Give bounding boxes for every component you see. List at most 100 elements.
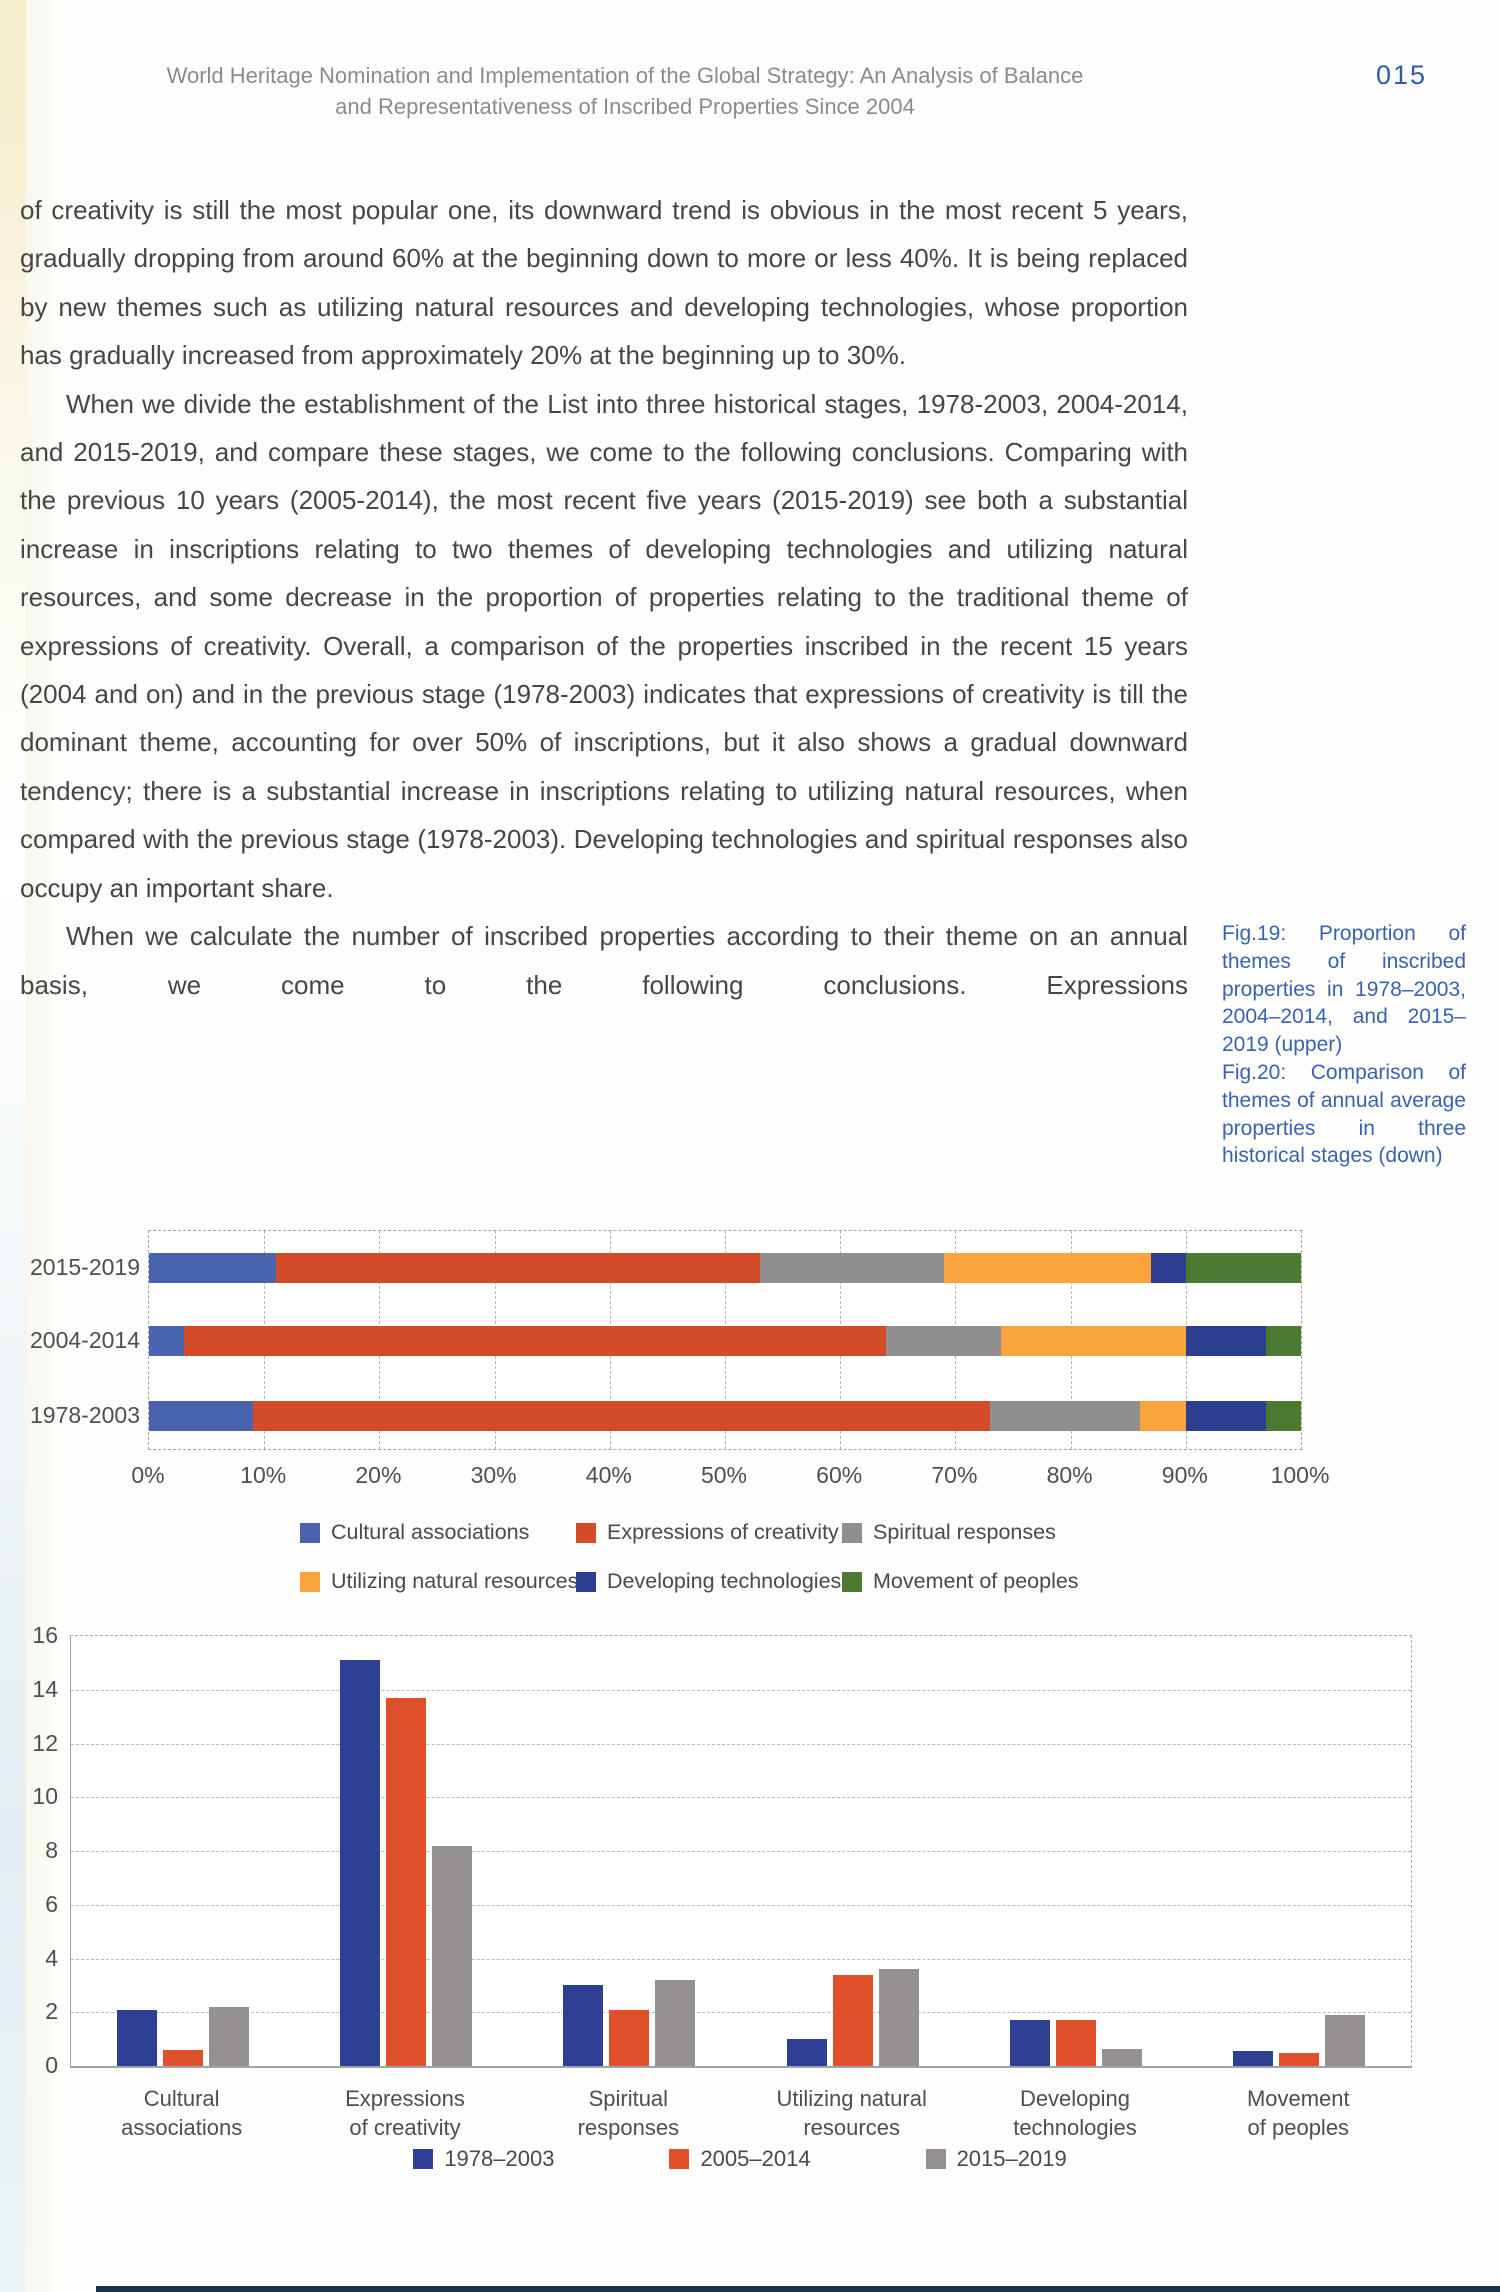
figure-captions: Fig.19: Proportion of themes of inscribe… [1222,920,1466,1170]
fig19-x-tick: 60% [816,1462,863,1488]
bar-segment [886,1326,1002,1356]
stacked-bar-1978-2003 [149,1401,1301,1431]
bar-segment [1266,1326,1301,1356]
bar-2005–2014 [162,2049,203,2066]
legend-label: 1978–2003 [444,2146,555,2171]
fig20-category-label: Expressions of creativity [345,2086,465,2140]
bar-2015–2019 [878,1969,919,2066]
fig20-y-tick: 12 [32,1729,58,1756]
bar-segment [1139,1401,1186,1431]
bar-segment [989,1401,1140,1431]
bar-segment [149,1401,253,1431]
bar-segment [183,1326,887,1356]
page-number: 015 [1376,60,1428,90]
legend-swatch [576,1571,596,1592]
legend-label: 2015–2019 [956,2146,1067,2171]
bar-2005–2014 [1279,2052,1320,2066]
bar-segment [759,1253,944,1283]
bar-1978–2003 [563,1985,604,2066]
bar-group-Expressions of creativity [294,1636,517,2066]
fig20-y-tick: 8 [45,1837,58,1863]
fig20-plot-area [70,1635,1412,2068]
fig20-category-label: Developing technologies [1013,2086,1137,2140]
fig20-gridline [71,1743,1411,1745]
bar-segment [1001,1326,1186,1356]
legend-item: Utilizing natural resources [300,1569,578,1594]
fig19-plot-area [148,1230,1302,1450]
bar-2005–2014 [609,2009,650,2066]
legend-item: Movement of peoples [842,1569,1180,1594]
bar-group-Utilizing natural resources [741,1636,964,2066]
fig19-legend: Cultural associations Expressions of crea… [300,1520,1180,1594]
bar-segment [275,1253,760,1283]
legend-label: Spiritual responses [873,1520,1056,1544]
bar-2015–2019 [208,2006,249,2066]
bar-2015–2019 [1101,2048,1142,2066]
bar-segment [1151,1253,1186,1283]
fig19-x-tick: 70% [931,1462,978,1488]
legend-swatch [842,1522,862,1543]
legend-label: Movement of peoples [873,1569,1079,1593]
fig20-gridline [71,2012,1411,2014]
legend-swatch [576,1522,596,1543]
stacked-bar-2015-2019 [149,1253,1301,1283]
fig20-gridline [71,1904,1411,1906]
legend-label: 2005–2014 [700,2146,811,2171]
bar-2005–2014 [385,1697,426,2066]
fig20-y-tick: 4 [45,1944,58,1971]
bar-2005–2014 [832,1974,873,2066]
page-scan-left-edge [0,0,26,2292]
fig20-gridline [71,1689,1411,1691]
fig20-category-label: Movement of peoples [1246,2086,1350,2140]
fig19-category-labels: 2015-2019 2004-2014 1978-2003 [10,1230,140,1448]
fig19-x-tick: 90% [1161,1462,1208,1488]
fig20-y-tick: 14 [32,1675,58,1702]
legend-item: Developing technologies [576,1569,842,1594]
fig19-x-tick: 30% [470,1462,517,1488]
fig20-legend: 1978–2003 2005–2014 2015–2019 [70,2146,1410,2172]
fig19-x-axis-ticks: 0% 10% 20% 30% 40% 50% 60% 70% 80% 90% 100% [131,1462,1329,1492]
legend-label: Cultural associations [331,1520,530,1544]
fig19-x-tick: 0% [131,1462,165,1488]
fig20-y-tick: 2 [45,1998,58,2025]
bar-1978–2003 [116,2009,157,2066]
bar-segment [1185,1253,1301,1283]
running-header-line1: World Heritage Nomination and Implementa… [166,63,1084,88]
figure-caption: Fig.20: Comparison of themes of annual a… [1222,1060,1466,1168]
fig20-y-tick: 10 [32,1783,58,1810]
legend-item: 2015–2019 [925,2146,1067,2172]
fig20-y-tick: 0 [45,2052,58,2078]
bar-group-Movement of peoples [1188,1636,1411,2066]
body-text: of creativity is still the most popular … [20,186,1188,1009]
fig19-x-tick: 20% [355,1462,402,1488]
paragraph: When we divide the establishment of the … [20,388,1188,903]
fig20-category-label: Spiritual responses [577,2086,680,2140]
fig20-y-tick: 16 [32,1622,58,1648]
fig19-x-tick: 80% [1046,1462,1093,1488]
legend-swatch [669,2149,690,2169]
legend-item: Expressions of creativity [576,1520,842,1545]
fig19-x-tick: 40% [585,1462,632,1488]
bar-2015–2019 [655,1980,696,2066]
legend-swatch [300,1571,320,1592]
running-header-line2: and Representativeness of Inscribed Prop… [335,94,915,119]
bar-1978–2003 [1009,2020,1050,2066]
fig20-bar-groups [71,1636,1411,2066]
bar-segment [1266,1401,1301,1431]
bar-segment [943,1253,1152,1283]
bar-segment [149,1253,276,1283]
legend-label: Expressions of creativity [607,1520,839,1544]
bar-segment [1185,1401,1267,1431]
fig20-category-label: Cultural associations [121,2086,243,2140]
page-scan-left-edge-fade [26,0,60,2292]
bar-1978–2003 [1233,2051,1274,2066]
fig20-category-label: Utilizing natural resources [776,2086,927,2140]
fig19-x-tick: 100% [1270,1462,1330,1488]
stacked-bar-2004-2014 [149,1326,1301,1356]
fig20-y-axis-ticks: 0 2 4 6 8 10 12 14 16 [12,1622,58,2078]
legend-item: Spiritual responses [842,1520,1180,1545]
bar-2015–2019 [1325,2014,1366,2066]
bar-segment [149,1326,184,1356]
legend-item: Cultural associations [300,1520,576,1545]
fig19-row-label: 2015-2019 [30,1254,140,1280]
